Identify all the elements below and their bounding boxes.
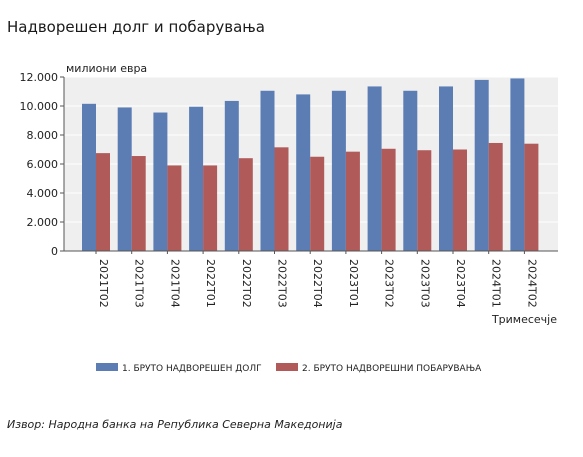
bar-1-2021Т03	[117, 107, 132, 251]
bar-chart: 0 2.000 4.000 6.000 8.000 10.000 12.000 2021Т0…	[20, 62, 558, 374]
bar-1-2024Т02	[510, 78, 525, 251]
legend-label-2: 2. БРУТО НАДВОРЕШНИ ПОБАРУВАЊА	[302, 364, 482, 374]
bar-1-2022Т04	[296, 94, 311, 252]
x-tick-label: 2024Т02	[525, 259, 538, 308]
legend-label-1: 1. БРУТО НАДВОРЕШЕН ДОЛГ	[122, 364, 262, 374]
bar-2-2024Т02	[524, 143, 539, 251]
bar-2-2023Т04	[453, 149, 467, 251]
bar-1-2022Т02	[224, 100, 239, 251]
x-tick-label: 2023Т03	[418, 259, 431, 308]
bar-2-2023Т03	[417, 150, 432, 251]
bar-2-2021Т04	[167, 165, 182, 251]
y-tick-label: 6.000	[27, 158, 59, 171]
y-axis: 0 2.000 4.000 6.000 8.000 10.000 12.000	[20, 71, 65, 258]
bar-2-2022Т04	[310, 156, 325, 251]
bars	[82, 78, 539, 252]
y-tick-label: 2.000	[27, 216, 59, 229]
bar-1-2023Т03	[403, 90, 418, 252]
legend-swatch-1	[96, 363, 118, 371]
bar-1-2023Т01	[331, 90, 346, 252]
bar-1-2021Т04	[153, 112, 168, 252]
source-note: Извор: Народна банка на Република Северн…	[7, 418, 343, 431]
bar-2-2021Т02	[96, 153, 110, 251]
bar-2-2022Т02	[238, 158, 253, 251]
bar-1-2022Т03	[260, 90, 275, 252]
bar-2-2024Т01	[488, 142, 503, 251]
x-tick-label: 2022Т03	[276, 259, 289, 308]
page-title: Надворешен долг и побарувања	[7, 18, 265, 36]
legend-swatch-2	[276, 363, 298, 371]
bar-2-2022Т03	[274, 147, 289, 251]
x-axis-label: Тримесечје	[491, 313, 557, 326]
x-tick-label: 2021Т02	[97, 259, 110, 308]
x-tick-label: 2022Т04	[311, 259, 324, 308]
bar-1-2024Т01	[474, 79, 489, 252]
x-tick-label: 2021Т03	[133, 259, 146, 308]
x-tick-label: 2024Т01	[490, 259, 503, 308]
x-tick-label: 2022Т02	[240, 259, 253, 308]
x-tick-label: 2023Т04	[454, 259, 467, 308]
bar-1-2021Т02	[82, 103, 96, 251]
y-tick-label: 8.000	[27, 129, 59, 142]
bar-1-2023Т04	[439, 86, 453, 251]
x-tick-label: 2023Т01	[347, 259, 360, 308]
bar-2-2022Т01	[203, 165, 218, 251]
x-tick-label: 2022Т01	[204, 259, 217, 308]
bar-2-2023Т02	[381, 148, 396, 251]
bar-1-2023Т02	[367, 86, 382, 251]
y-tick-label: 12.000	[20, 71, 59, 84]
legend: 1. БРУТО НАДВОРЕШЕН ДОЛГ 2. БРУТО НАДВОРЕ…	[96, 363, 482, 374]
y-tick-label: 4.000	[27, 187, 59, 200]
bar-2-2023Т01	[345, 151, 360, 251]
x-tick-label: 2021Т04	[168, 259, 181, 308]
y-tick-label: 0	[51, 245, 58, 258]
x-axis: 2021Т02 2021Т03 2021Т04 2022Т01 2022Т02 2022Т…	[64, 250, 558, 308]
y-axis-label: милиони евра	[66, 62, 147, 75]
bar-2-2021Т03	[131, 156, 146, 251]
y-tick-label: 10.000	[20, 100, 59, 113]
x-tick-label: 2023Т02	[383, 259, 396, 308]
bar-1-2022Т01	[189, 106, 204, 251]
